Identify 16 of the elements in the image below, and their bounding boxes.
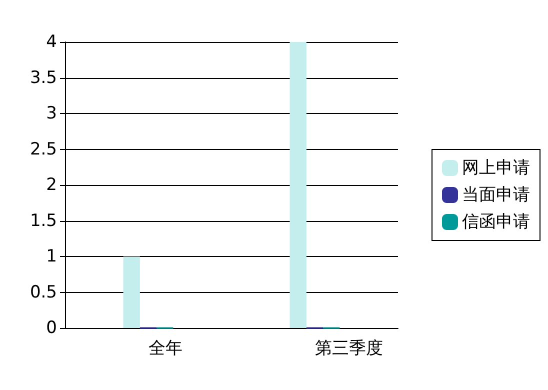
legend-label: 当面申请 [462, 185, 530, 205]
x-tick-label: 全年 [148, 338, 182, 358]
x-tick-label: 第三季度 [314, 338, 383, 358]
y-tick-label: 2.5 [30, 139, 57, 160]
y-tick-label: 1.5 [30, 210, 57, 231]
bar [290, 42, 306, 328]
bar [123, 256, 140, 328]
y-tick-label: 2 [46, 175, 57, 195]
legend-label: 信函申请 [462, 212, 530, 232]
y-tick-label: 3.5 [30, 68, 57, 88]
y-tick-label: 4 [46, 32, 57, 52]
y-tick-label: 3 [46, 104, 57, 124]
y-tick-label: 0.5 [30, 282, 57, 302]
y-tick-label: 1 [46, 246, 57, 266]
y-tick-label: 0 [46, 318, 57, 338]
legend-label: 网上申请 [462, 158, 530, 178]
